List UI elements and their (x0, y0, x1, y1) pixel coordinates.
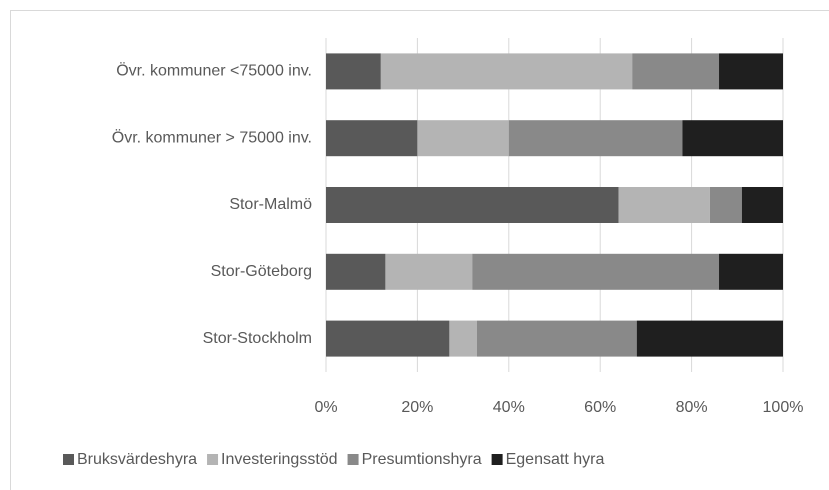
bar-segment (417, 120, 509, 157)
bar-segment (632, 53, 720, 90)
x-tick-label: 60% (584, 399, 616, 416)
bar-segment (508, 120, 683, 157)
x-tick-label: 80% (676, 399, 708, 416)
chart-border (10, 10, 829, 490)
bar-segment (709, 187, 742, 223)
legend-swatch (207, 454, 219, 465)
x-tick-label: 0% (314, 399, 337, 416)
y-tick-label: Stor-Stockholm (203, 330, 312, 347)
bar-segment (326, 253, 386, 290)
legend-swatch (63, 454, 74, 465)
bar-segment (326, 53, 381, 90)
bar-segment (449, 320, 477, 357)
y-tick-label: Övr. kommuner > 75000 inv. (112, 128, 312, 146)
x-tick-label: 100% (763, 399, 804, 416)
legend-label: Presumtionshyra (362, 451, 482, 468)
legend-label: Investeringsstöd (221, 451, 338, 468)
legend-label: Bruksvärdeshyra (77, 451, 197, 468)
bar-segment (326, 120, 418, 157)
y-tick-label: Övr. kommuner <75000 inv. (116, 62, 312, 80)
bar-segment (472, 253, 720, 290)
bar-segment (618, 187, 710, 223)
x-tick-label: 40% (493, 399, 525, 416)
legend-swatch (491, 454, 503, 465)
x-tick-label: 20% (401, 399, 433, 416)
bar-segment (719, 53, 783, 90)
bar-segment (326, 320, 450, 357)
bar-segment (741, 187, 783, 223)
bar-segment (380, 53, 633, 90)
legend-swatch (347, 454, 359, 465)
bar-segment (326, 187, 619, 223)
y-tick-label: Stor-Malmö (229, 196, 312, 213)
legend-label: Egensatt hyra (506, 451, 605, 468)
bar-segment (385, 253, 473, 290)
bar-segment (636, 320, 783, 357)
bar-segment (719, 253, 783, 290)
y-tick-label: Stor-Göteborg (211, 263, 312, 280)
bar-segment (476, 320, 637, 357)
bar-segment (682, 120, 783, 157)
